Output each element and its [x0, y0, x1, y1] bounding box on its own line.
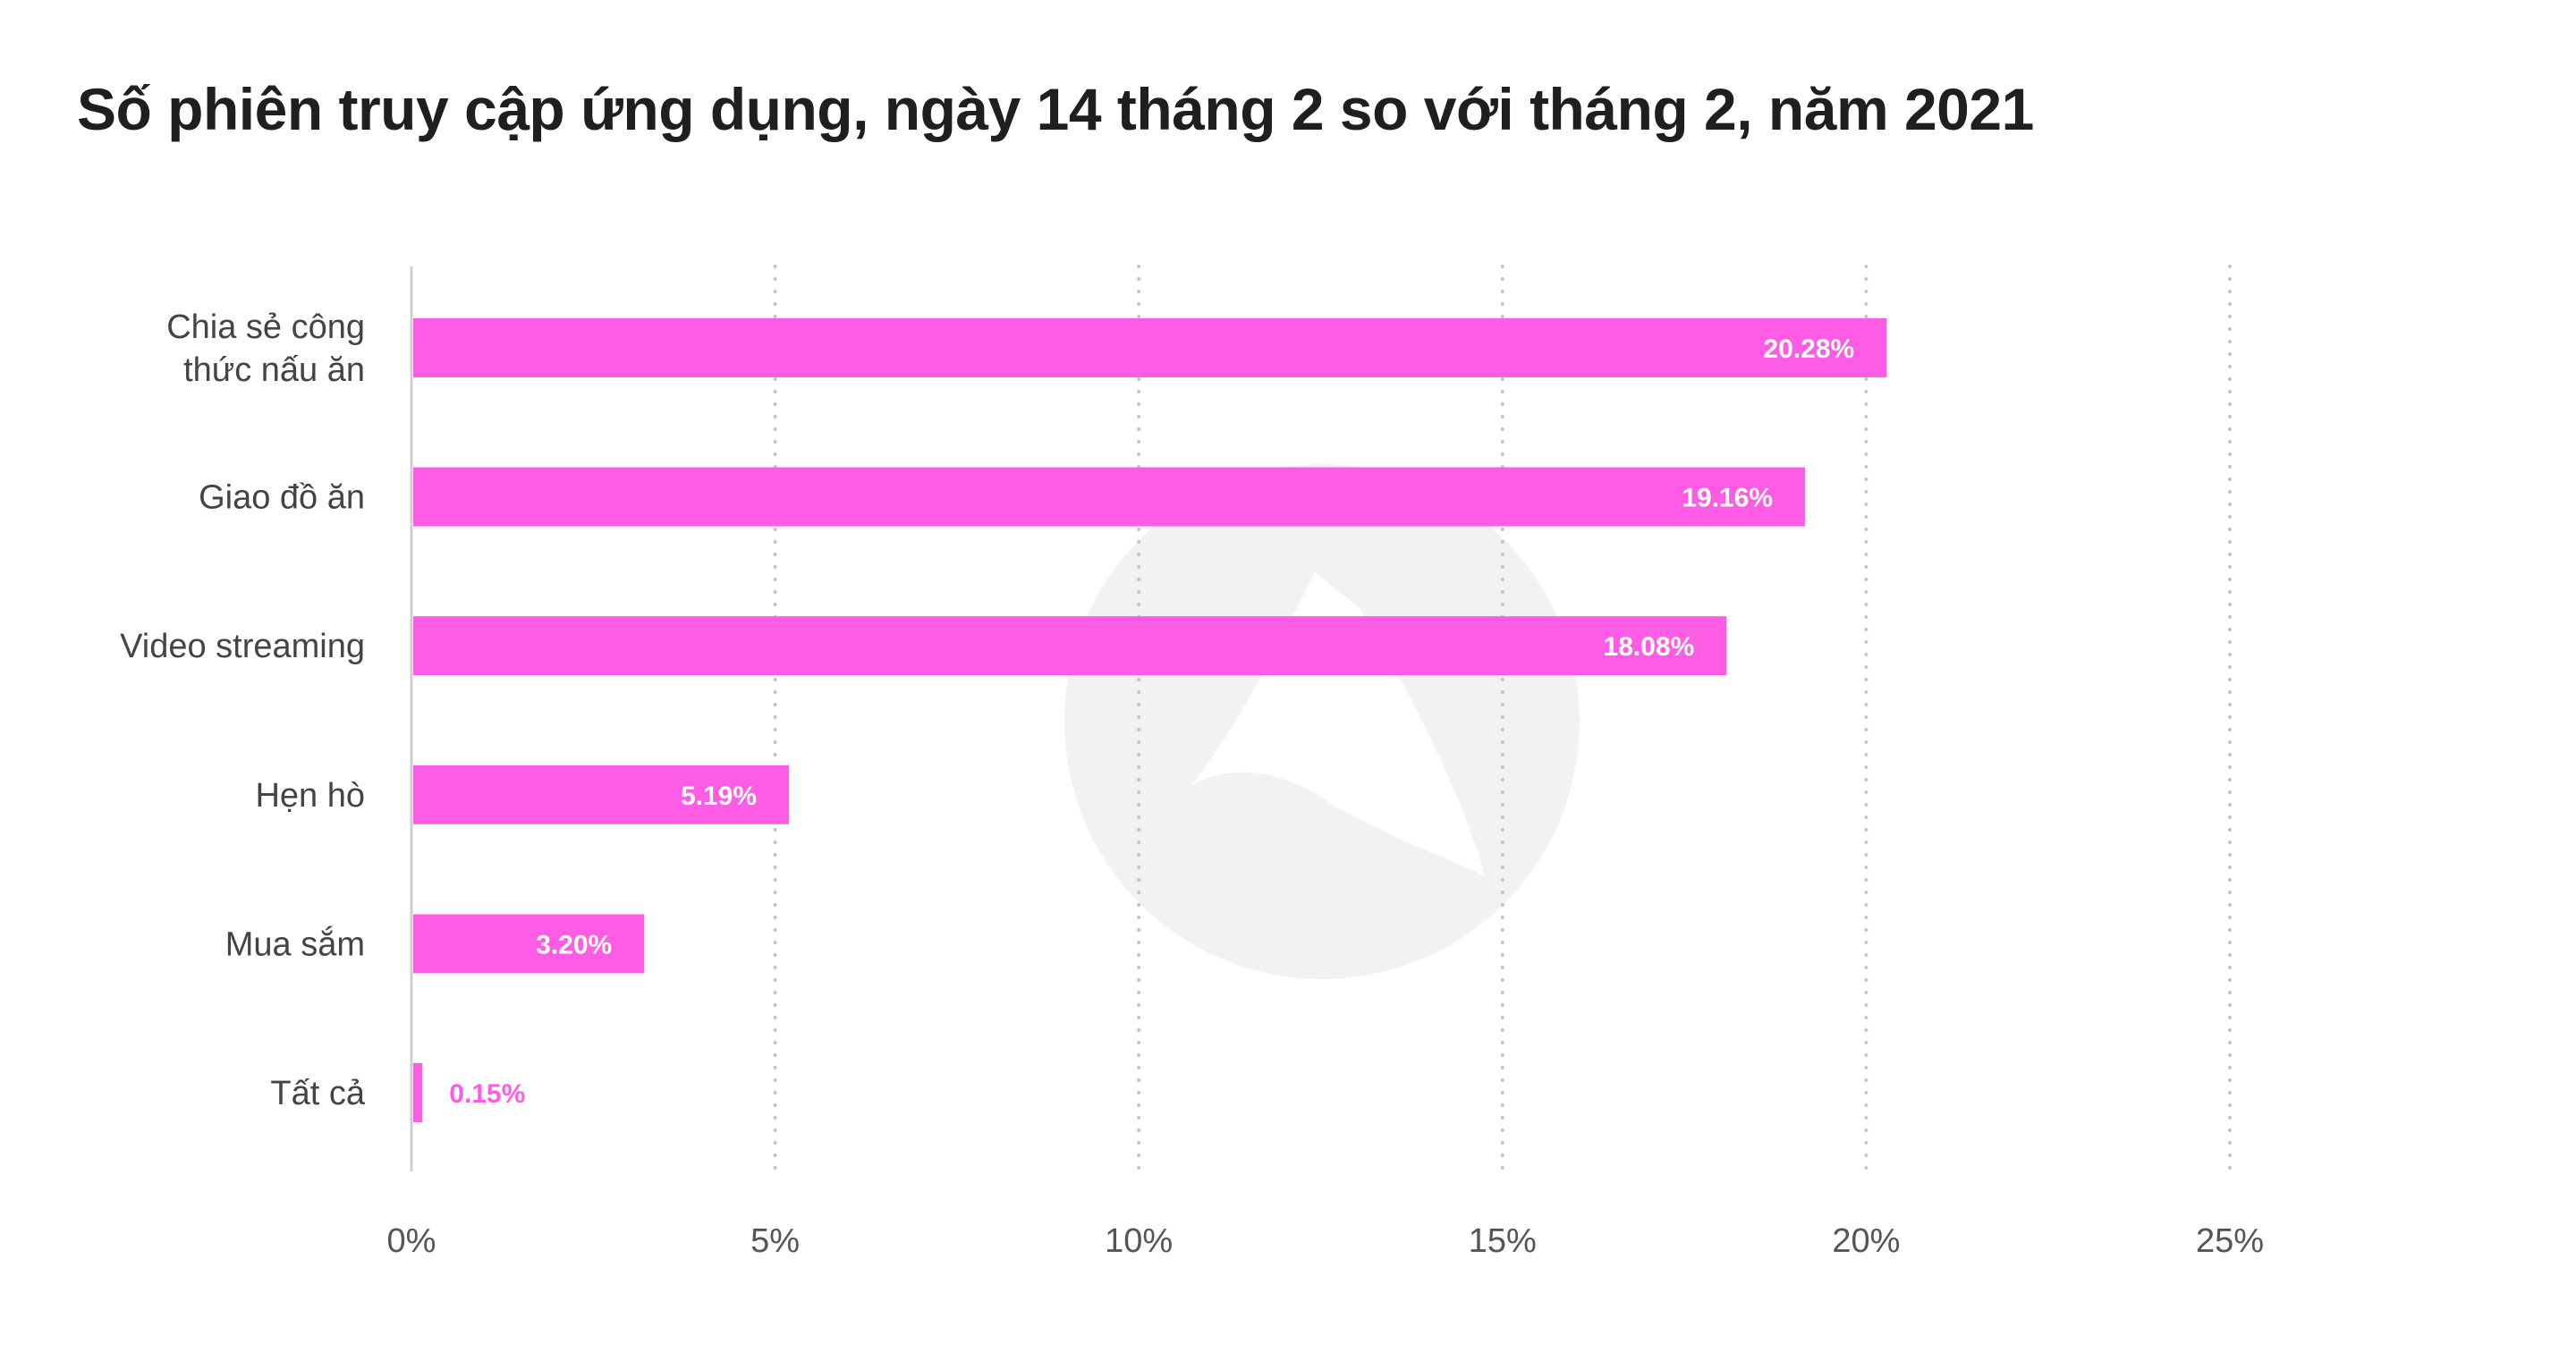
value-label-2: 18.08% — [1604, 632, 1695, 662]
category-labels: Chia sẻ công thức nấu ăn Giao đồ ăn Video s… — [120, 308, 366, 1112]
category-label-2: Video streaming — [120, 628, 365, 665]
x-tick-label-10: 10% — [1105, 1222, 1173, 1260]
x-tick-label-15: 15% — [1469, 1222, 1537, 1260]
value-labels: 20.28% 19.16% 18.08% 5.19% 3.20% 0.15% — [449, 334, 1854, 1109]
x-tick-label-20: 20% — [1832, 1222, 1900, 1260]
category-label-1: Giao đồ ăn — [199, 479, 365, 517]
x-tick-label-0: 0% — [387, 1222, 436, 1260]
category-label-0: Chia sẻ công thức nấu ăn — [166, 308, 365, 389]
bar-2 — [413, 616, 1727, 676]
x-tick-labels: 0% 5% 10% 15% 20% 25% — [387, 1222, 2264, 1260]
value-label-3: 5.19% — [681, 782, 757, 811]
bar-3 — [413, 765, 790, 824]
value-label-1: 19.16% — [1682, 484, 1773, 513]
x-tick-label-5: 5% — [750, 1222, 800, 1260]
bars — [413, 318, 1887, 1122]
bar-0 — [413, 318, 1887, 377]
value-label-4: 3.20% — [536, 930, 612, 959]
value-label-0: 20.28% — [1763, 334, 1854, 364]
bar-4 — [413, 914, 645, 974]
bar-1 — [413, 467, 1806, 527]
chart-title: Số phiên truy cập ứng dụng, ngày 14 thán… — [77, 76, 2034, 142]
category-label-3: Hẹn hò — [255, 777, 365, 815]
category-label-4: Mua sắm — [225, 925, 365, 963]
bar-5 — [413, 1063, 423, 1122]
grid-lines — [410, 265, 2232, 1173]
value-label-5: 0.15% — [449, 1079, 525, 1109]
watermark-logo — [1064, 464, 1580, 979]
category-label-5: Tất cả — [270, 1075, 365, 1112]
watermark-mark — [1190, 572, 1485, 876]
x-tick-label-25: 25% — [2196, 1222, 2264, 1260]
